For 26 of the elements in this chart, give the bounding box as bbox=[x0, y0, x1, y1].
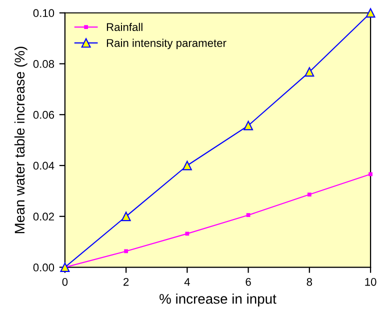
point bbox=[244, 120, 254, 130]
x-tick-label: 6 bbox=[246, 278, 251, 286]
y-tick-label: 0.04 bbox=[33, 162, 54, 170]
legend-label: Rainfall bbox=[106, 22, 142, 32]
y-tick-label: 0.02 bbox=[33, 212, 54, 221]
point bbox=[246, 213, 250, 218]
point bbox=[121, 212, 131, 222]
y-tick-label: 0.06 bbox=[33, 110, 54, 119]
x-tick-label: 10 bbox=[365, 278, 376, 286]
point bbox=[307, 192, 312, 196]
x-tick-label: 4 bbox=[184, 278, 190, 286]
x-tick-label: 8 bbox=[306, 278, 312, 286]
point bbox=[182, 160, 192, 170]
point bbox=[366, 8, 376, 18]
x-tick-label: 0 bbox=[62, 278, 68, 286]
point bbox=[185, 232, 190, 236]
legend-label: Rain intensity parameter bbox=[106, 38, 226, 50]
x-tick-label: 2 bbox=[124, 278, 129, 286]
point bbox=[368, 172, 372, 176]
y-axis-title: Mean water table increase (%) bbox=[14, 46, 28, 234]
point bbox=[124, 249, 128, 254]
y-tick-label: 0.10 bbox=[33, 9, 54, 18]
y-tick-label: 0.00 bbox=[33, 264, 54, 272]
x-axis-title: % increase in input bbox=[160, 294, 276, 307]
point bbox=[304, 67, 314, 77]
y-tick-label: 0.08 bbox=[33, 60, 54, 68]
